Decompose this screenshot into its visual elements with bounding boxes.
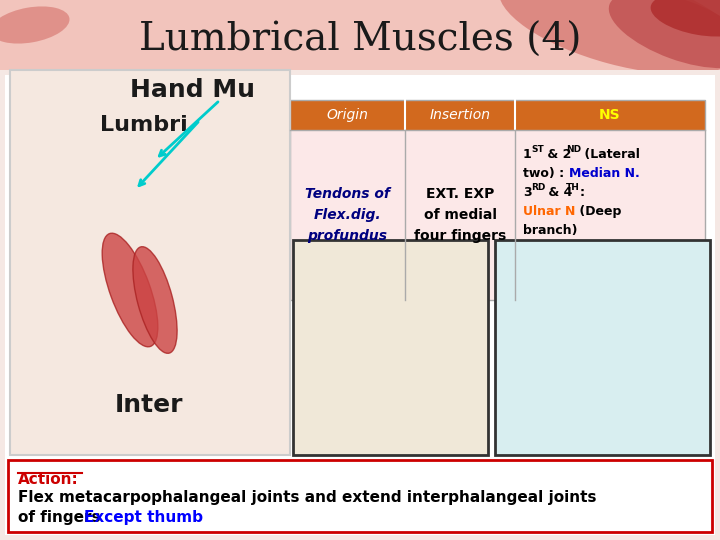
FancyBboxPatch shape (0, 70, 720, 540)
Text: ST: ST (531, 145, 544, 154)
Text: branch): branch) (523, 224, 577, 237)
Ellipse shape (609, 0, 720, 68)
Ellipse shape (133, 247, 177, 353)
FancyBboxPatch shape (5, 75, 715, 535)
Text: two) :: two) : (523, 167, 573, 180)
Text: Action:: Action: (18, 472, 78, 487)
Ellipse shape (651, 0, 720, 37)
FancyBboxPatch shape (293, 240, 488, 455)
FancyBboxPatch shape (8, 460, 712, 532)
Text: TH: TH (566, 183, 580, 192)
Text: Inter: Inter (115, 393, 184, 417)
Text: Origin: Origin (327, 108, 369, 122)
Text: RD: RD (531, 183, 545, 192)
Text: 1: 1 (523, 148, 532, 161)
Text: Hand Mu: Hand Mu (130, 78, 255, 102)
Ellipse shape (0, 6, 70, 44)
FancyBboxPatch shape (290, 100, 705, 130)
Text: & 2: & 2 (543, 148, 572, 161)
Text: & 4: & 4 (544, 186, 572, 199)
Text: ND: ND (566, 145, 581, 154)
Text: :: : (580, 186, 585, 199)
Text: Lumbri: Lumbri (100, 115, 188, 135)
Text: Lumbrical Muscles (4): Lumbrical Muscles (4) (139, 22, 581, 58)
Ellipse shape (102, 233, 158, 347)
FancyBboxPatch shape (290, 130, 705, 300)
Text: EXT. EXP
of medial
four fingers: EXT. EXP of medial four fingers (414, 187, 506, 242)
Text: Ulnar N: Ulnar N (523, 205, 575, 218)
Text: NS: NS (599, 108, 621, 122)
Text: 3: 3 (523, 186, 531, 199)
FancyBboxPatch shape (495, 240, 710, 455)
FancyBboxPatch shape (0, 0, 720, 70)
Text: Except thumb: Except thumb (84, 510, 203, 525)
Text: Flex metacarpophalangeal joints and extend interphalangeal joints: Flex metacarpophalangeal joints and exte… (18, 490, 596, 505)
Text: (Lateral: (Lateral (580, 148, 640, 161)
Text: Insertion: Insertion (430, 108, 490, 122)
Text: of fingers: of fingers (18, 510, 106, 525)
Text: (Deep: (Deep (575, 205, 621, 218)
Ellipse shape (499, 0, 720, 74)
FancyBboxPatch shape (10, 70, 290, 455)
Text: Tendons of
Flex.dig.
profundus: Tendons of Flex.dig. profundus (305, 187, 390, 242)
Text: Median N.: Median N. (569, 167, 640, 180)
